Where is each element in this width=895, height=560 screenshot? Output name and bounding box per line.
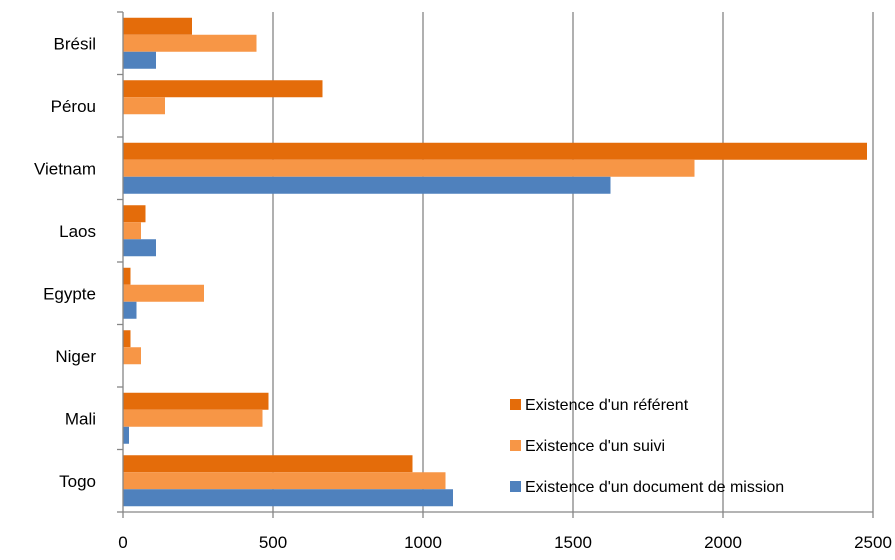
- x-tick-labels: 0 500 1000 1500 2000 2500: [118, 533, 892, 552]
- bar: [123, 267, 131, 285]
- legend-swatch: [510, 399, 521, 410]
- bar: [123, 239, 156, 257]
- category-label: Egypte: [43, 284, 96, 303]
- bar: [123, 347, 141, 365]
- legend-label: Existence d'un suivi: [525, 438, 665, 455]
- bar: [123, 409, 263, 427]
- bar: [123, 80, 323, 98]
- x-tick-label: 1000: [404, 533, 442, 552]
- bar: [123, 176, 611, 194]
- x-tick-label: 2500: [854, 533, 892, 552]
- bar: [123, 34, 257, 52]
- bar: [123, 284, 204, 302]
- legend-label: Existence d'un référent: [525, 397, 689, 414]
- bar: [123, 142, 867, 160]
- bars-group: [123, 17, 867, 507]
- bar: [123, 472, 446, 490]
- bar: [123, 392, 269, 410]
- legend: Existence d'un référent Existence d'un su…: [510, 397, 784, 496]
- bar: [123, 426, 129, 444]
- bar: [123, 455, 413, 473]
- bar: [123, 97, 165, 115]
- bar: [123, 489, 453, 507]
- axes: [117, 11, 874, 518]
- bar: [123, 330, 131, 348]
- bar: [123, 51, 156, 69]
- gridlines: [272, 12, 874, 512]
- x-tick-label: 1500: [554, 533, 592, 552]
- category-label: Vietnam: [34, 159, 96, 178]
- legend-label: Existence d'un document de mission: [525, 479, 784, 496]
- category-label: Laos: [59, 222, 96, 241]
- bar: [123, 222, 141, 240]
- bar: [123, 205, 146, 223]
- x-tick-label: 500: [259, 533, 287, 552]
- category-label: Mali: [65, 409, 96, 428]
- x-tick-label: 2000: [704, 533, 742, 552]
- legend-swatch: [510, 440, 521, 451]
- legend-swatch: [510, 481, 521, 492]
- category-label: Pérou: [51, 97, 96, 116]
- bar: [123, 159, 695, 177]
- category-label: Brésil: [53, 34, 96, 53]
- category-label: Niger: [55, 347, 96, 366]
- x-tick-label: 0: [118, 533, 127, 552]
- bar: [123, 17, 192, 35]
- bar: [123, 301, 137, 319]
- category-label: Togo: [59, 472, 96, 491]
- category-labels: Brésil Pérou Vietnam Laos Egypte Niger Mali Tog…: [34, 34, 96, 491]
